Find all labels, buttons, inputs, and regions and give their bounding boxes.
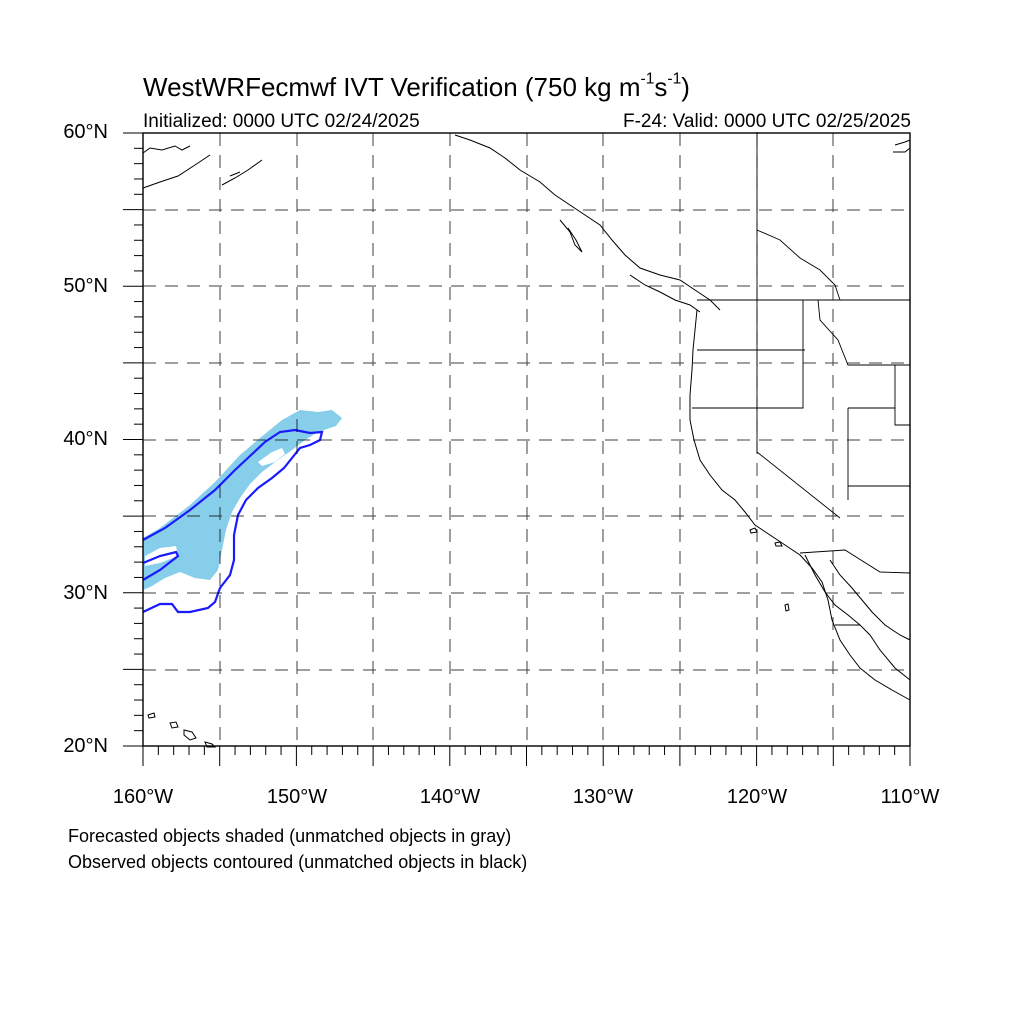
forecast-object: [143, 410, 342, 590]
lon-label-160w: 160°W: [112, 786, 174, 808]
graticule: [143, 133, 910, 746]
observed-legend-note: Observed objects contoured (unmatched ob…: [68, 852, 528, 872]
observed-object-contour: [142, 428, 324, 614]
valid-time: F-24: Valid: 0000 UTC 02/25/2025: [623, 111, 911, 132]
lat-label-30n: 30°N: [63, 582, 108, 604]
lon-label-120w: 120°W: [726, 786, 788, 808]
lon-label-130w: 130°W: [572, 786, 634, 808]
lat-label-50n: 50°N: [63, 275, 108, 297]
coastlines: [142, 134, 911, 748]
lat-label-20n: 20°N: [63, 735, 108, 757]
forecast-legend-note: Forecasted objects shaded (unmatched obj…: [68, 826, 512, 846]
lat-label-40n: 40°N: [63, 428, 108, 450]
state-borders: [692, 132, 911, 626]
lat-label-60n: 60°N: [63, 121, 108, 143]
lon-label-140w: 140°W: [419, 786, 481, 808]
axis-ticks: [123, 132, 911, 766]
lon-label-150w: 150°W: [266, 786, 328, 808]
initialized-time: Initialized: 0000 UTC 02/24/2025: [143, 111, 420, 132]
map-title: WestWRFecmwf IVT Verification (750 kg m-…: [143, 70, 690, 102]
lon-label-110w: 110°W: [880, 786, 940, 808]
